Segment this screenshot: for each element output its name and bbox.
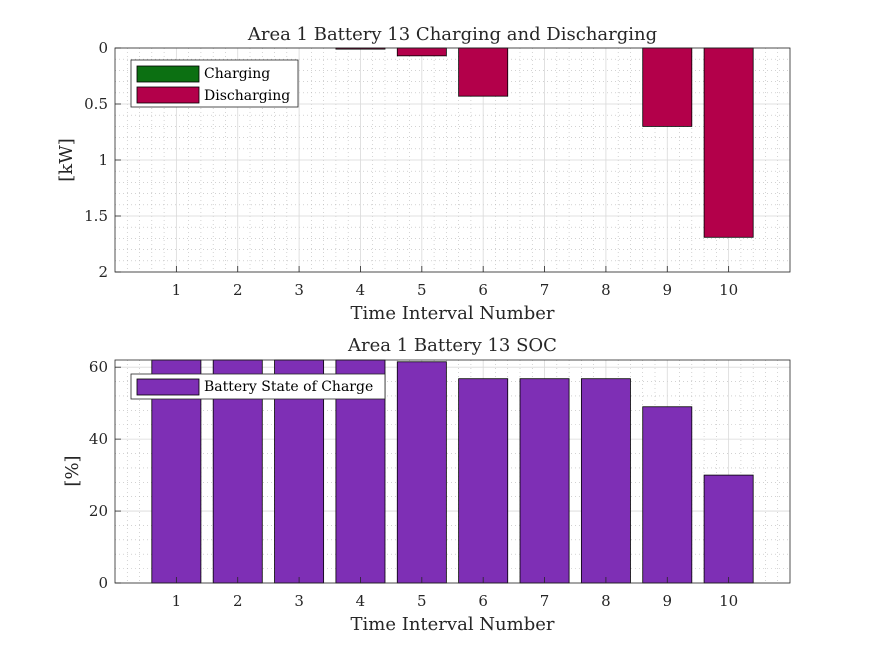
legend-label-charging: Charging [204, 66, 270, 82]
bar-battery-state-of-charge [703, 474, 754, 584]
legend-swatch-discharging [136, 86, 200, 104]
x-tick-label: 9 [662, 592, 672, 610]
bar-discharging [396, 47, 447, 57]
ticks: 1 2 3 4 5 6 7 8 9 10 0 20 40 60 [89, 358, 738, 610]
y-axis-label: [%] [62, 455, 83, 486]
bar-battery-state-of-charge [519, 378, 570, 584]
bar-discharging [458, 47, 509, 97]
x-tick-label: 4 [356, 592, 366, 610]
legend-swatch-charging [136, 65, 200, 83]
legend-label-discharging: Discharging [204, 88, 290, 104]
bar-battery-state-of-charge [396, 361, 447, 584]
x-tick-label: 5 [417, 592, 427, 610]
y-tick-label: 1 [98, 151, 108, 169]
y-tick-label: 60 [89, 358, 108, 376]
x-tick-label: 5 [417, 281, 427, 299]
soc-chart: 1 2 3 4 5 6 7 8 9 10 0 20 40 60 Area 1 Battery 13 SOC… [62, 335, 791, 635]
legend-label-soc: Battery State of Charge [204, 379, 373, 395]
x-tick-label: 7 [540, 592, 550, 610]
x-tick-label: 2 [233, 281, 243, 299]
bars [335, 47, 754, 238]
ticks: 1 2 3 4 5 6 7 8 9 10 0 0.5 1 1.5 2 [84, 39, 738, 299]
legend: Battery State of Charge [130, 373, 386, 400]
x-tick-label: 4 [356, 281, 366, 299]
x-tick-label: 6 [478, 281, 488, 299]
x-tick-label: 10 [719, 592, 738, 610]
y-tick-label: 0 [98, 39, 108, 57]
x-tick-label: 1 [172, 281, 182, 299]
y-tick-label: 0.5 [84, 95, 108, 113]
bar-battery-state-of-charge [642, 406, 693, 584]
y-tick-label: 0 [98, 574, 108, 592]
x-tick-label: 3 [294, 592, 304, 610]
y-tick-label: 1.5 [84, 207, 108, 225]
chart-title: Area 1 Battery 13 Charging and Dischargi… [247, 24, 657, 45]
x-tick-label: 3 [294, 281, 304, 299]
bar-discharging [703, 47, 754, 238]
x-tick-label: 7 [540, 281, 550, 299]
y-tick-label: 40 [89, 430, 108, 448]
y-tick-label: 20 [89, 502, 108, 520]
chart-title: Area 1 Battery 13 SOC [347, 335, 557, 356]
x-tick-label: 2 [233, 592, 243, 610]
x-tick-label: 6 [478, 592, 488, 610]
x-axis-label: Time Interval Number [351, 614, 555, 635]
bar-battery-state-of-charge [458, 378, 509, 584]
charging-discharging-chart: 1 2 3 4 5 6 7 8 9 10 0 0.5 1 1.5 2 Area 1 Battery 13 C… [56, 24, 791, 324]
legend-swatch-soc [136, 378, 200, 396]
y-tick-label: 2 [98, 263, 108, 281]
axes-box [114, 359, 791, 584]
x-tick-label: 9 [662, 281, 672, 299]
bar-discharging [642, 47, 693, 127]
bar-battery-state-of-charge [580, 378, 631, 584]
x-tick-label: 10 [719, 281, 738, 299]
x-tick-label: 8 [601, 281, 611, 299]
x-tick-label: 8 [601, 592, 611, 610]
x-axis-label: Time Interval Number [351, 303, 555, 324]
y-axis-label: [kW] [56, 138, 77, 181]
legend: Charging Discharging [130, 59, 299, 108]
x-tick-label: 1 [172, 592, 182, 610]
